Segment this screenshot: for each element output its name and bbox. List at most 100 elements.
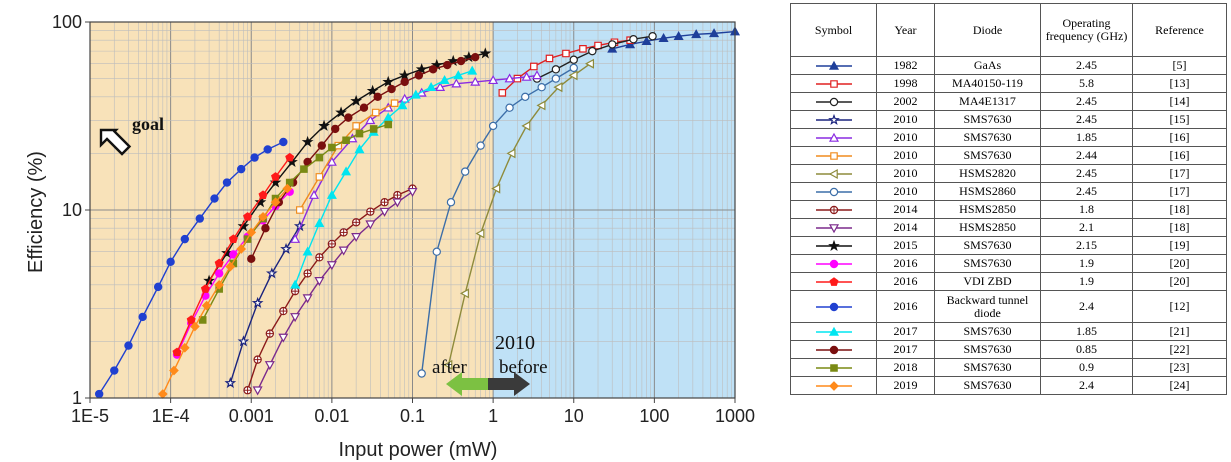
cell-diode: SMS7630 <box>934 110 1041 129</box>
data-point <box>430 58 443 71</box>
data-point <box>648 32 657 41</box>
header-diode: Diode <box>934 3 1041 57</box>
data-point <box>200 284 210 293</box>
cell-diode: MA40150-119 <box>934 74 1041 93</box>
legend-symbol-icon <box>815 205 852 214</box>
x-tick-label: 0.1 <box>400 406 425 426</box>
header-year: Year <box>876 3 935 57</box>
legend-marker <box>828 326 839 336</box>
data-point <box>569 55 578 64</box>
cell-ref: [20] <box>1132 272 1227 291</box>
legend-symbol-icon <box>815 187 852 196</box>
table-body: 1982 GaAs 2.45 [5] 1998 MA40150-119 5.8 [13] 200… <box>790 56 1227 395</box>
legend-symbol-icon <box>815 79 852 88</box>
data-point <box>506 148 516 159</box>
data-point-plus <box>366 208 374 216</box>
data-point <box>166 257 175 267</box>
data-point <box>214 269 224 278</box>
data-point <box>153 282 163 292</box>
x-tick-label: 0.01 <box>314 406 349 426</box>
data-point <box>278 333 289 343</box>
legend-symbol-cell <box>790 254 877 273</box>
legend-marker <box>827 239 840 251</box>
data-point <box>569 63 578 73</box>
legend-marker <box>829 97 838 106</box>
data-point-plus <box>380 198 389 206</box>
data-point <box>521 71 532 81</box>
cell-year: 1982 <box>876 56 935 75</box>
data-point <box>400 77 409 87</box>
data-point <box>263 145 272 154</box>
cell-ref: [5] <box>1132 56 1227 75</box>
data-point <box>344 113 353 122</box>
cell-year: 2010 <box>876 164 935 183</box>
data-point <box>270 197 281 208</box>
cell-freq: 1.9 <box>1040 254 1133 273</box>
legend-symbol-icon <box>815 302 852 311</box>
data-point <box>279 137 288 147</box>
legend-symbol-icon <box>815 168 852 179</box>
legend-symbol-cell <box>790 358 877 377</box>
table-row: 2010 HSMS2820 2.45 [17] <box>790 164 1227 183</box>
cell-freq: 1.9 <box>1040 272 1133 291</box>
data-point <box>315 173 324 181</box>
data-point <box>379 207 390 217</box>
cell-diode: SMS7630 <box>934 128 1041 147</box>
data-point <box>201 300 212 311</box>
data-point <box>488 75 499 85</box>
cell-year: 2015 <box>876 236 935 255</box>
cell-ref: [18] <box>1132 200 1227 219</box>
data-point <box>629 35 638 44</box>
data-point <box>608 40 617 49</box>
data-point <box>470 76 481 86</box>
data-point <box>261 224 270 233</box>
data-point <box>475 228 485 239</box>
series-layer <box>94 26 741 399</box>
data-point <box>172 347 182 357</box>
data-point <box>536 100 546 111</box>
cell-year: 2018 <box>876 358 935 377</box>
annotations: goal 2010 after before <box>99 114 548 396</box>
data-point <box>265 267 278 279</box>
data-point <box>341 166 352 176</box>
table-row: 2017 SMS7630 1.85 [21] <box>790 322 1227 341</box>
data-point-plus <box>266 330 274 338</box>
data-point <box>709 28 720 38</box>
table-row: 2014 HSMS2850 1.8 [18] <box>790 200 1227 219</box>
cell-freq: 2.4 <box>1040 376 1133 395</box>
data-point <box>314 218 325 228</box>
data-point <box>365 115 376 125</box>
series-7 <box>417 63 578 378</box>
cell-diode: Backward tunnel diode <box>934 290 1041 323</box>
data-point <box>302 294 313 304</box>
cell-diode: HSMS2820 <box>934 164 1041 183</box>
data-point <box>264 361 275 371</box>
cell-ref: [17] <box>1132 164 1227 183</box>
data-point <box>426 81 437 91</box>
cell-year: 2010 <box>876 110 935 129</box>
data-point <box>579 45 587 53</box>
legend-marker <box>828 60 839 70</box>
data-point <box>258 190 268 199</box>
cell-ref: [20] <box>1132 254 1227 273</box>
data-point <box>414 71 424 80</box>
data-point-plus <box>393 191 402 199</box>
data-point <box>658 32 669 43</box>
cell-ref: [22] <box>1132 340 1227 359</box>
x-tick-label: 0.001 <box>229 406 274 426</box>
data-point <box>521 120 531 131</box>
data-point <box>335 106 347 118</box>
legend-marker <box>829 187 838 196</box>
data-point <box>124 341 133 350</box>
data-point <box>443 359 453 370</box>
data-point <box>222 178 232 187</box>
data-point-plus <box>291 287 299 295</box>
data-point <box>562 49 570 58</box>
data-point <box>453 70 464 80</box>
data-point <box>432 247 441 256</box>
legend-symbol-cell <box>790 322 877 341</box>
data-point <box>352 122 360 130</box>
data-point <box>282 183 293 194</box>
data-point <box>338 246 349 256</box>
data-point <box>295 206 304 214</box>
